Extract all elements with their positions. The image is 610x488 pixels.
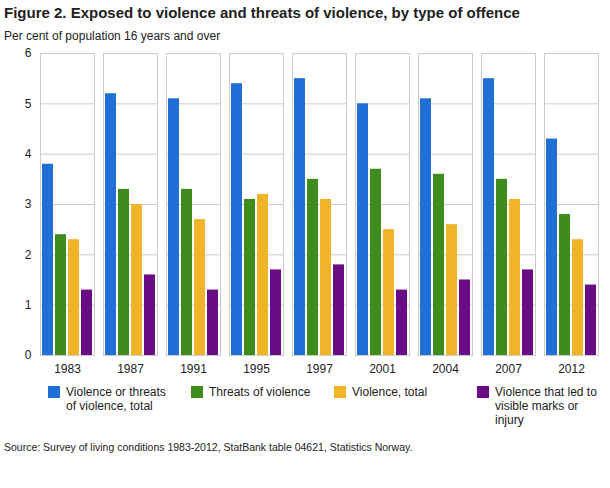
svg-text:0: 0	[25, 348, 32, 362]
html-text:Violence, total: Violence, total	[352, 385, 428, 399]
svg-text:1983: 1983	[54, 362, 81, 376]
svg-text:2007: 2007	[495, 362, 522, 376]
svg-text:4: 4	[25, 147, 32, 161]
svg-text:1: 1	[25, 298, 32, 312]
html-text:Violence that led to visible m: Violence that led to visible marks or in…	[495, 385, 597, 427]
svg-text:6: 6	[25, 46, 32, 60]
svg-text:2: 2	[25, 248, 32, 262]
html-text:Figure 2. Exposed to violence: Figure 2. Exposed to violence and threat…	[4, 4, 520, 21]
svg-text:2001: 2001	[369, 362, 396, 376]
svg-text:1987: 1987	[117, 362, 144, 376]
svg-text:2012: 2012	[558, 362, 585, 376]
html-text:Source: Survey of living condi: Source: Survey of living conditions 1983…	[4, 441, 413, 453]
html-text:Per cent of population 16 year: Per cent of population 16 years and over	[4, 29, 221, 43]
html-text:Threats of violence: Threats of violence	[209, 385, 311, 399]
svg-text:1995: 1995	[243, 362, 270, 376]
svg-text:2004: 2004	[432, 362, 459, 376]
svg-text:1997: 1997	[306, 362, 333, 376]
svg-text:3: 3	[25, 197, 32, 211]
html-text:Violence or threats of violenc: Violence or threats of violence, total	[66, 385, 166, 413]
svg-text:5: 5	[25, 97, 32, 111]
svg-text:1991: 1991	[180, 362, 207, 376]
